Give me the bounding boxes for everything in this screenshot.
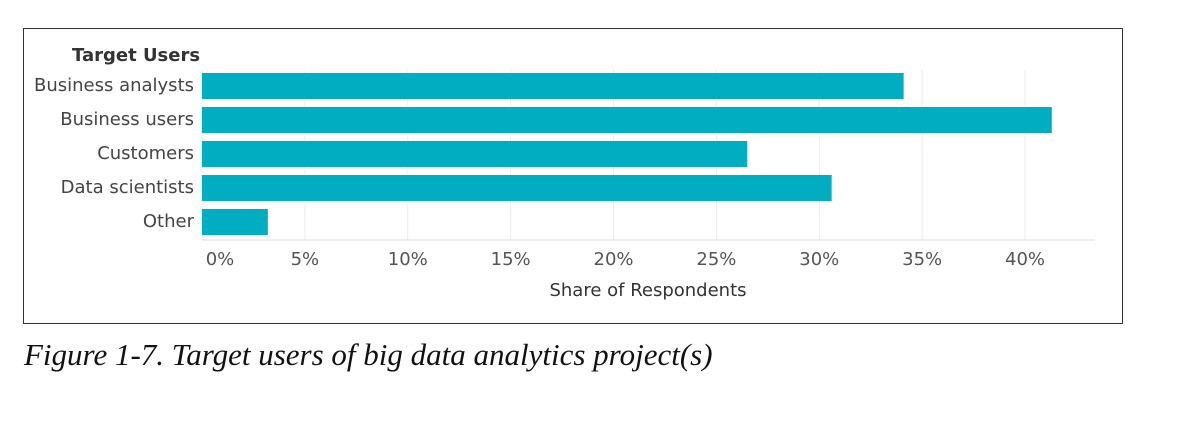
x-tick-label: 20% (594, 249, 634, 270)
x-axis-title: Share of Respondents (549, 280, 746, 301)
x-tick-label: 35% (902, 249, 942, 270)
y-tick-label: Other (143, 211, 195, 232)
bar (202, 141, 748, 167)
bar (202, 175, 832, 201)
x-tick-label: 15% (491, 249, 531, 270)
x-tick-label: 10% (388, 249, 428, 270)
bar (202, 209, 268, 235)
bar (202, 107, 1052, 133)
y-tick-label: Customers (97, 143, 194, 164)
x-tick-label: 25% (696, 249, 736, 270)
figure-caption: Figure 1-7. Target users of big data ana… (23, 337, 713, 372)
legend-title: Target Users (72, 45, 200, 66)
bar (202, 73, 904, 99)
x-tick-label: 0% (206, 249, 235, 270)
y-tick-label: Business analysts (34, 75, 194, 96)
x-tick-label: 40% (1005, 249, 1045, 270)
y-tick-label: Data scientists (61, 177, 194, 198)
y-tick-label: Business users (60, 109, 194, 130)
x-tick-label: 5% (291, 249, 320, 270)
chart-frame (23, 28, 1123, 324)
x-tick-label: 30% (799, 249, 839, 270)
